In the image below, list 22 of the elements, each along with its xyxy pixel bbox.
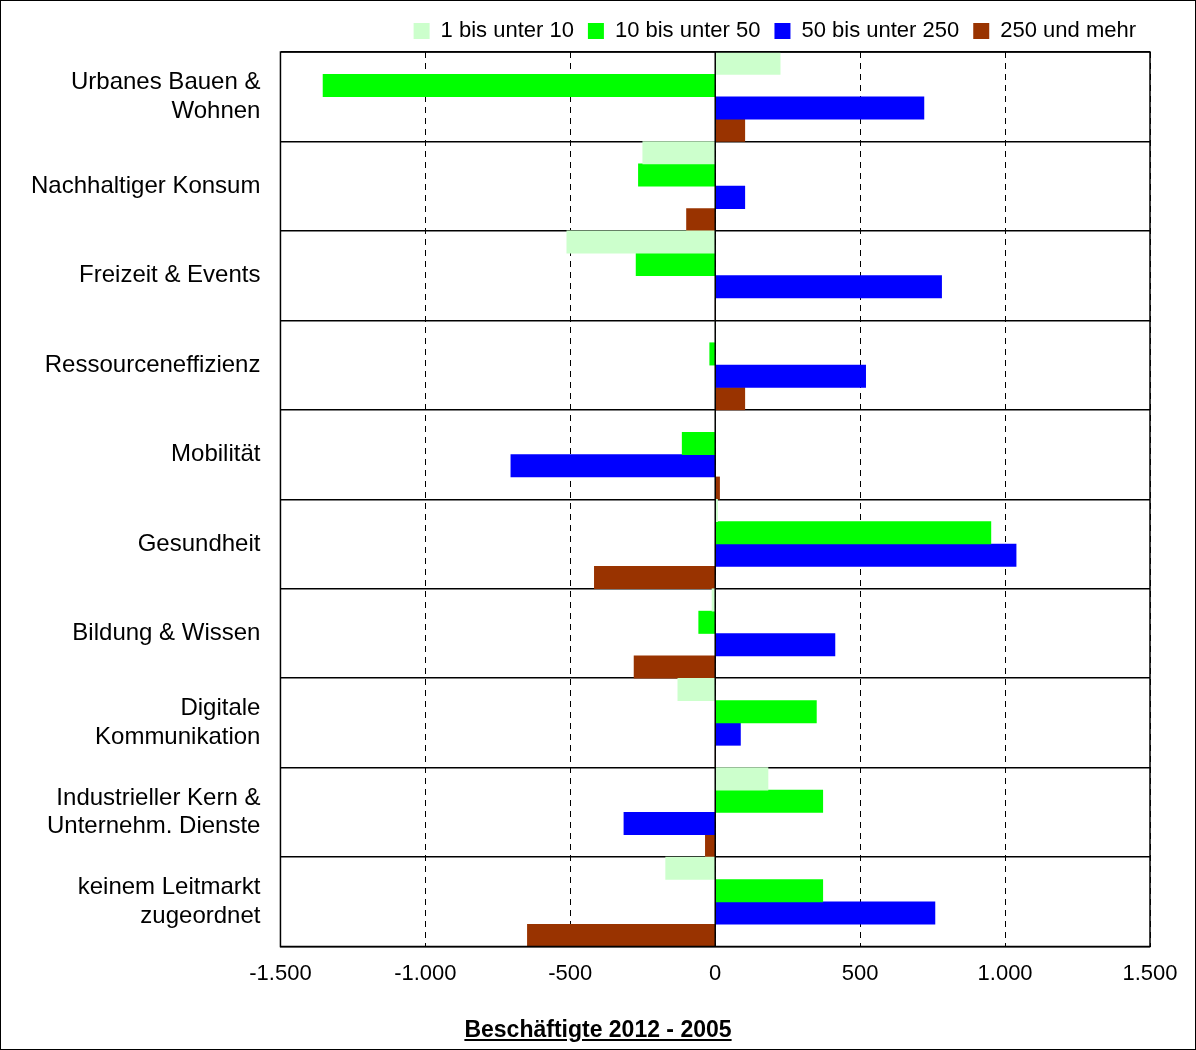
x-tick-label: 1.500 xyxy=(1122,959,1178,985)
x-tick-label: -1.500 xyxy=(249,959,312,985)
y-tick-label: Digitale Kommunikation xyxy=(95,693,261,749)
legend-label: 1 bis unter 10 xyxy=(440,17,574,43)
y-tick-label: Gesundheit xyxy=(137,528,261,556)
y-tick-label: Freizeit & Events xyxy=(79,260,261,288)
x-tick-label: 1.000 xyxy=(977,959,1033,985)
legend-label: 250 und mehr xyxy=(1000,17,1137,43)
x-axis-title: Beschäftigte 2012 - 2005 xyxy=(463,1016,733,1043)
y-tick-label: Mobilität xyxy=(171,439,261,467)
x-tick-label: -500 xyxy=(548,959,593,985)
legend-label: 50 bis unter 250 xyxy=(801,17,960,43)
y-tick-label: Nachhaltiger Konsum xyxy=(31,170,261,198)
x-tick-label: -1.000 xyxy=(394,959,457,985)
x-tick-label: 500 xyxy=(841,959,879,985)
y-tick-label: Bildung & Wissen xyxy=(72,618,261,646)
x-tick-label: 0 xyxy=(709,959,722,985)
y-tick-label: Ressourceneffizienz xyxy=(44,349,261,377)
y-tick-label: Urbanes Bauen & Wohnen xyxy=(70,66,261,123)
y-tick-label: Industrieller Kern & Unternehm. Dienste xyxy=(47,782,261,839)
y-tick-label: keinem Leitmarkt zugeordnet xyxy=(77,872,261,928)
legend-label: 10 bis unter 50 xyxy=(614,17,761,43)
